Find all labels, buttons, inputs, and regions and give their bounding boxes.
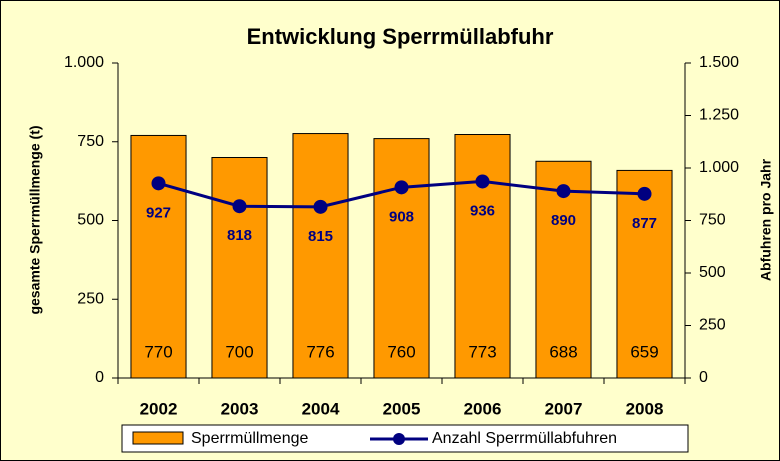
y-tick-label: 750	[77, 133, 104, 150]
y-tick-label: 250	[77, 290, 104, 307]
y-tick-label: 0	[95, 369, 104, 386]
x-tick-label: 2006	[464, 399, 502, 418]
bar-value-label: 688	[549, 342, 577, 361]
line-value-label: 890	[551, 212, 576, 229]
y-tick-label: 500	[77, 212, 104, 229]
x-tick-label: 2005	[383, 399, 421, 418]
line-value-label: 936	[470, 202, 495, 219]
y2-tick-label: 1.000	[699, 159, 739, 176]
y2-tick-label: 0	[699, 369, 708, 386]
line-value-label: 815	[308, 228, 333, 245]
x-tick-label: 2003	[221, 399, 259, 418]
line-point	[313, 199, 328, 214]
x-tick-label: 2002	[140, 399, 178, 418]
line-value-label: 908	[389, 208, 414, 225]
bar	[130, 134, 187, 379]
y-tick-label: 1.000	[64, 54, 104, 71]
line-point	[232, 199, 247, 214]
y2-axis-title: Abfuhren pro Jahr	[758, 158, 774, 281]
legend-swatch	[132, 431, 184, 445]
bar	[373, 138, 430, 379]
line-point	[475, 174, 490, 189]
legend-label: Anzahl Sperrmüllabfuhren	[432, 430, 617, 447]
line-point	[637, 186, 652, 201]
line-value-label: 818	[227, 227, 252, 244]
legend-label: Sperrmüllmenge	[191, 430, 308, 447]
bar-value-label: 659	[630, 342, 658, 361]
bar	[211, 157, 268, 379]
y2-tick-label: 750	[699, 212, 726, 229]
x-tick-label: 2007	[545, 399, 583, 418]
bar-value-label: 776	[306, 342, 334, 361]
y2-tick-label: 500	[699, 264, 726, 281]
bar-value-label: 773	[468, 342, 496, 361]
bar	[292, 133, 349, 379]
x-tick-label: 2008	[626, 399, 664, 418]
line-value-label: 877	[632, 215, 657, 232]
legend-swatch-marker	[393, 433, 405, 445]
x-tick-label: 2004	[302, 399, 340, 418]
line-value-label: 927	[146, 204, 171, 221]
chart-title: Entwicklung Sperrmüllabfuhr	[247, 24, 554, 49]
y2-tick-label: 1.250	[699, 107, 739, 124]
line-point	[556, 184, 571, 199]
bar-value-label: 700	[225, 342, 253, 361]
bar-value-label: 760	[387, 342, 415, 361]
line-point	[394, 180, 409, 195]
y2-tick-label: 250	[699, 317, 726, 334]
bar-value-label: 770	[144, 342, 172, 361]
line-point	[151, 176, 166, 191]
bar	[454, 134, 511, 379]
y-axis-title: gesamte Sperrmüllmenge (t)	[27, 125, 43, 314]
y2-tick-label: 1.500	[699, 54, 739, 71]
